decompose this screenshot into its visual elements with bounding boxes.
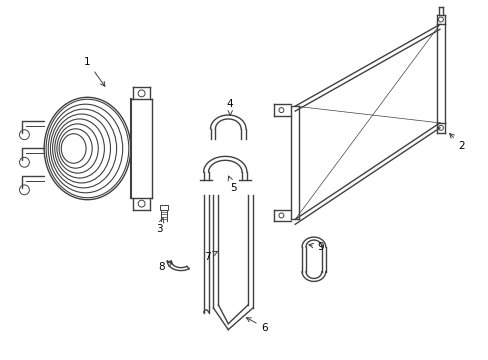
Text: 7: 7	[204, 251, 217, 262]
Text: 8: 8	[158, 262, 172, 272]
Text: 5: 5	[228, 176, 236, 193]
Text: 2: 2	[448, 134, 464, 150]
Text: 9: 9	[308, 242, 324, 252]
Text: 1: 1	[84, 57, 105, 86]
Text: 4: 4	[226, 99, 233, 115]
Bar	[160, 204, 168, 210]
Text: 6: 6	[246, 318, 267, 333]
Text: 3: 3	[156, 218, 163, 234]
